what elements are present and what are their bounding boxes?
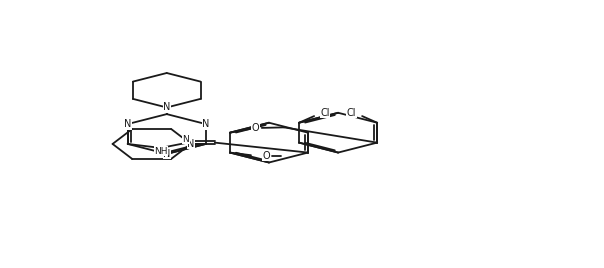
Text: O: O (252, 123, 260, 133)
Text: N: N (124, 119, 131, 129)
Text: N: N (202, 119, 210, 129)
Text: N: N (163, 102, 170, 113)
Text: O: O (262, 151, 270, 161)
Text: N: N (187, 139, 194, 149)
Text: NH: NH (154, 147, 167, 156)
Text: Cl: Cl (347, 108, 356, 118)
Text: Cl: Cl (320, 108, 330, 118)
Text: N: N (163, 149, 170, 159)
Text: N: N (182, 135, 190, 144)
